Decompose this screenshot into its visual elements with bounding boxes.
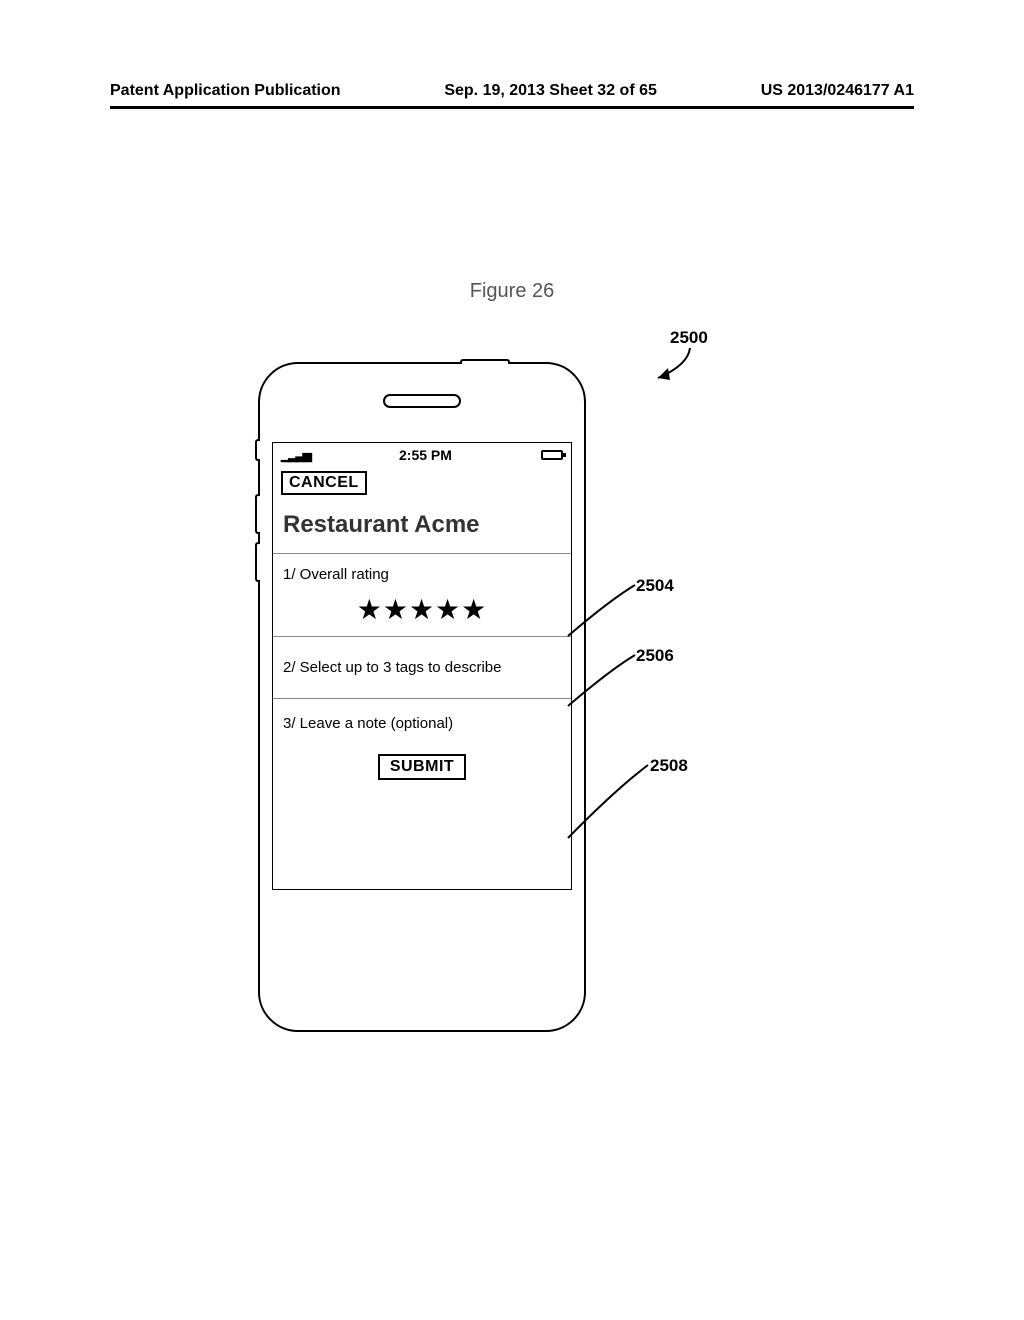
restaurant-title: Restaurant Acme <box>273 503 571 553</box>
submit-button[interactable]: SUBMIT <box>378 754 466 780</box>
phone-power-button <box>460 359 510 364</box>
ref-2504-lead <box>560 580 650 650</box>
section-overall-rating: 1/ Overall rating ★★★★★ <box>273 553 571 636</box>
signal-icon: ▁▂▃▅ <box>281 448 310 462</box>
header-rule <box>110 106 914 109</box>
ref-2508-lead <box>560 760 660 850</box>
ref-2500-arrow <box>640 340 700 390</box>
section-note[interactable]: 3/ Leave a note (optional) SUBMIT <box>273 698 571 800</box>
status-bar: ▁▂▃▅ 2:55 PM <box>273 443 571 469</box>
section-3-label: 3/ Leave a note (optional) <box>283 715 453 732</box>
phone-speaker <box>383 394 461 408</box>
ref-2506-lead <box>560 650 650 720</box>
section-tags[interactable]: 2/ Select up to 3 tags to describe <box>273 636 571 698</box>
header-left: Patent Application Publication <box>110 82 341 100</box>
patent-header: Patent Application Publication Sep. 19, … <box>110 82 914 100</box>
section-2-label: 2/ Select up to 3 tags to describe <box>283 659 501 676</box>
phone-device: ▁▂▃▅ 2:55 PM CANCEL Restaurant Acme 1/ O… <box>258 362 586 1032</box>
figure-title: Figure 26 <box>0 280 1024 303</box>
section-1-label: 1/ Overall rating <box>283 566 561 583</box>
phone-mute-switch <box>255 439 260 461</box>
status-time: 2:55 PM <box>399 447 452 463</box>
phone-volume-up <box>255 494 260 534</box>
header-right: US 2013/0246177 A1 <box>761 82 914 100</box>
battery-icon <box>541 450 563 460</box>
cancel-button[interactable]: CANCEL <box>281 471 367 495</box>
header-center: Sep. 19, 2013 Sheet 32 of 65 <box>444 82 657 100</box>
phone-screen: ▁▂▃▅ 2:55 PM CANCEL Restaurant Acme 1/ O… <box>272 442 572 890</box>
rating-stars[interactable]: ★★★★★ <box>283 583 561 626</box>
phone-volume-down <box>255 542 260 582</box>
